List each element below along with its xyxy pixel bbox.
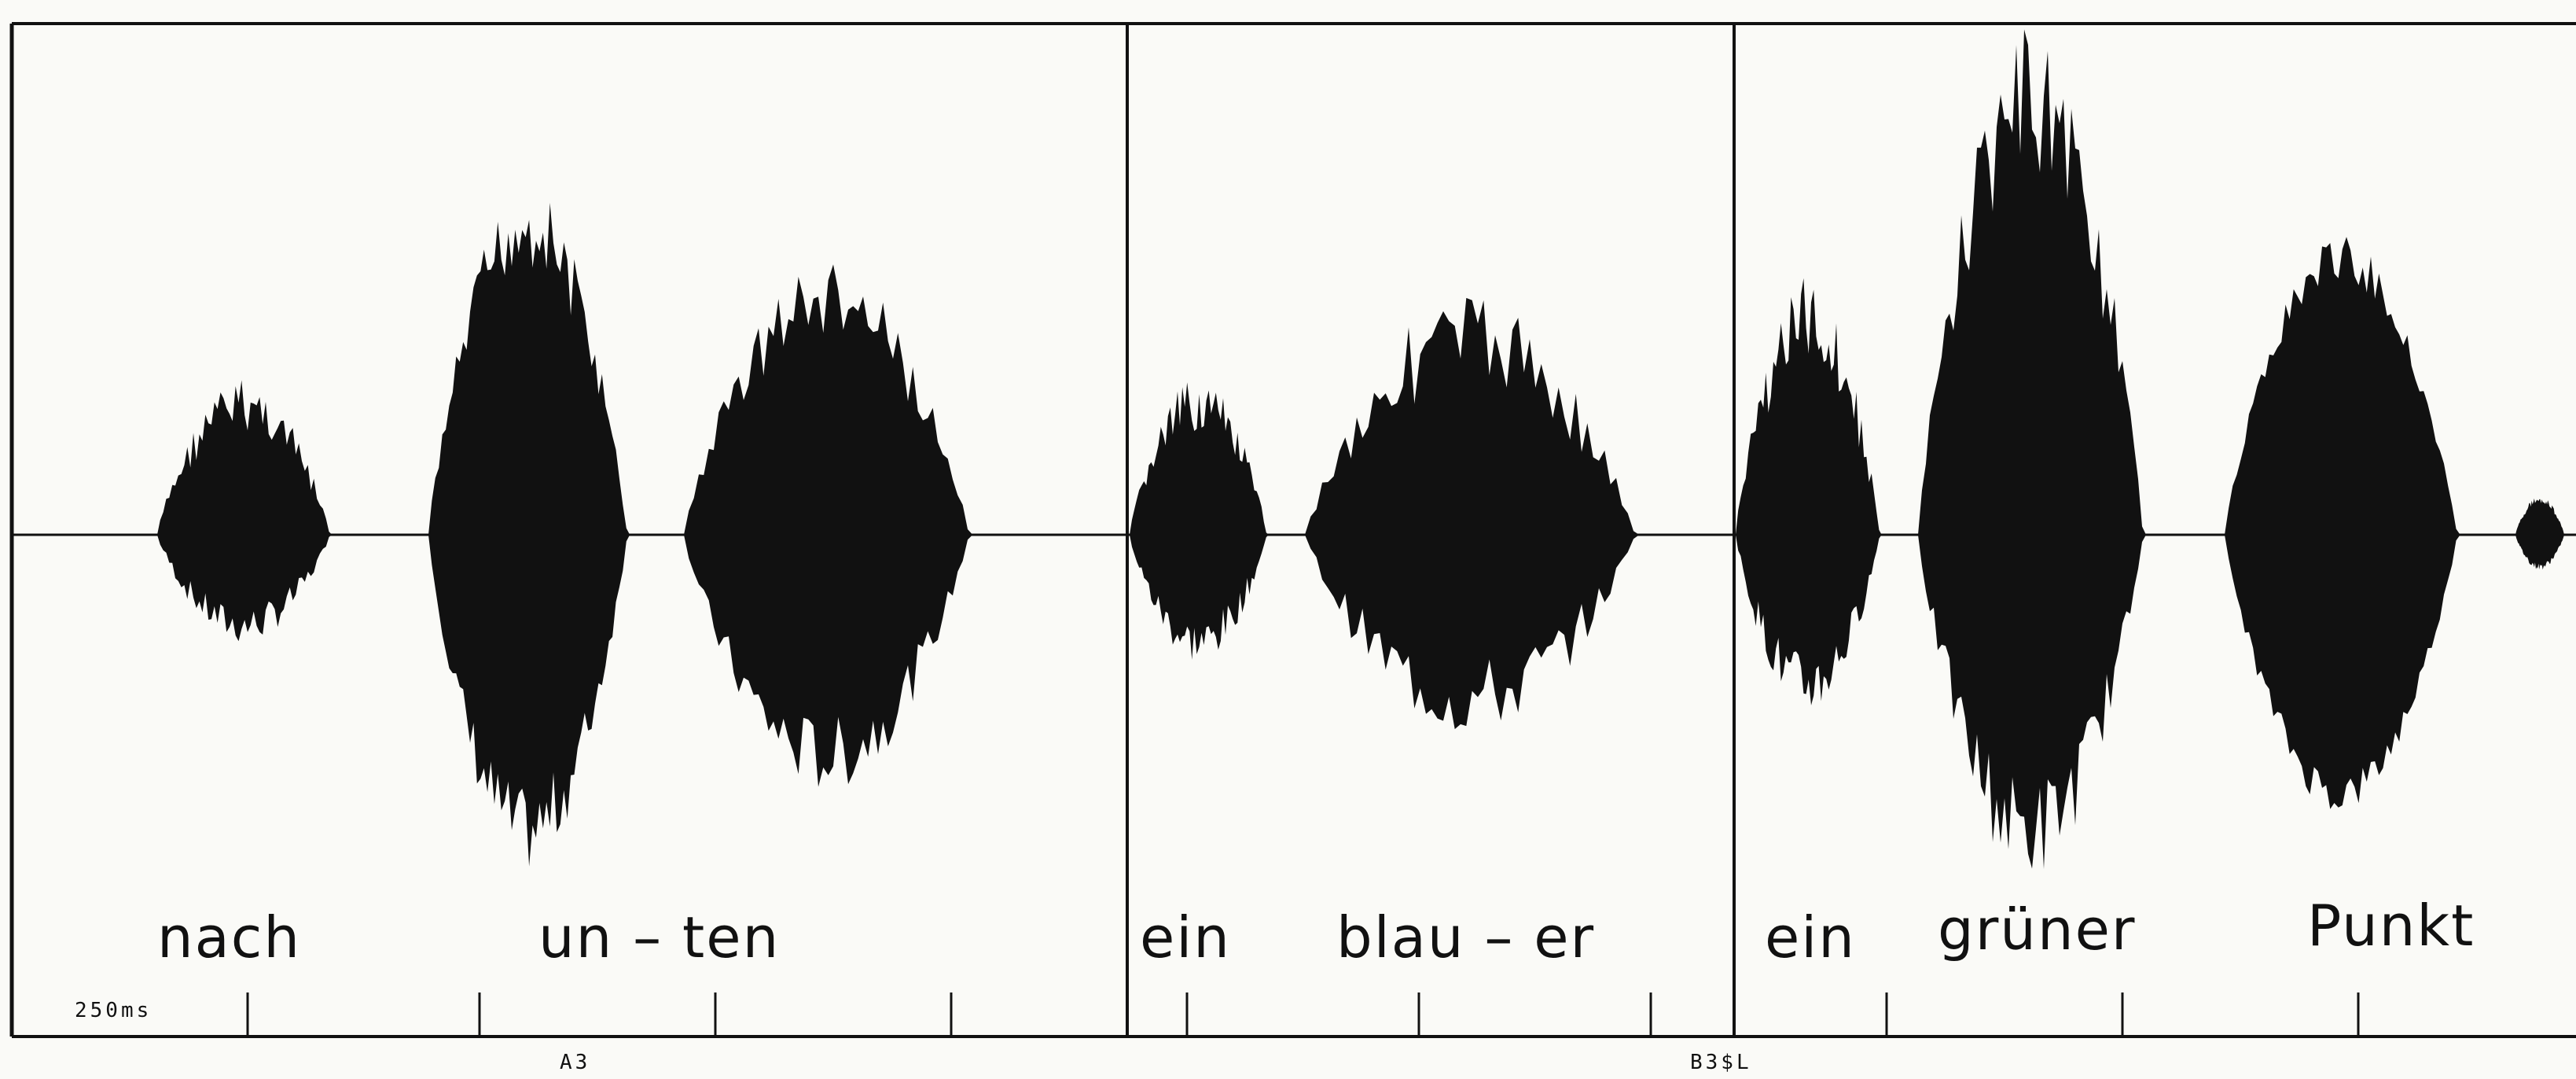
waveform-segment-ein-1 [1130,382,1273,660]
segment-label-b3sl: B3$L [1690,1051,1752,1074]
segment-label-a3: A3 [560,1051,591,1074]
frame [9,22,2576,1038]
waveform-segment-punkt [2225,237,2468,809]
waveform-segment-blau-er [1305,297,1651,730]
word-label-gruener: grüner [1938,897,2137,963]
word-label-ein-1: ein [1140,904,1231,970]
waveform-segment-ten [684,264,983,787]
waveform [157,29,2567,869]
waveform-segment-un [428,202,637,867]
waveform-segment-gruener [1918,29,2154,869]
scale-label: 250ms [75,999,153,1022]
word-label-blau-er: blau – er [1336,904,1596,970]
word-label-un-ten: un – ten [538,904,781,970]
time-scale [246,992,2360,1037]
waveform-segment-ein-2 [1736,278,1887,705]
word-label-punkt: Punkt [2307,893,2475,959]
word-label-nach: nach [157,904,301,970]
waveform-segment-nach [157,380,338,642]
word-label-ein-2: ein [1765,904,1856,970]
waveform-segment-tail [2515,498,2567,570]
